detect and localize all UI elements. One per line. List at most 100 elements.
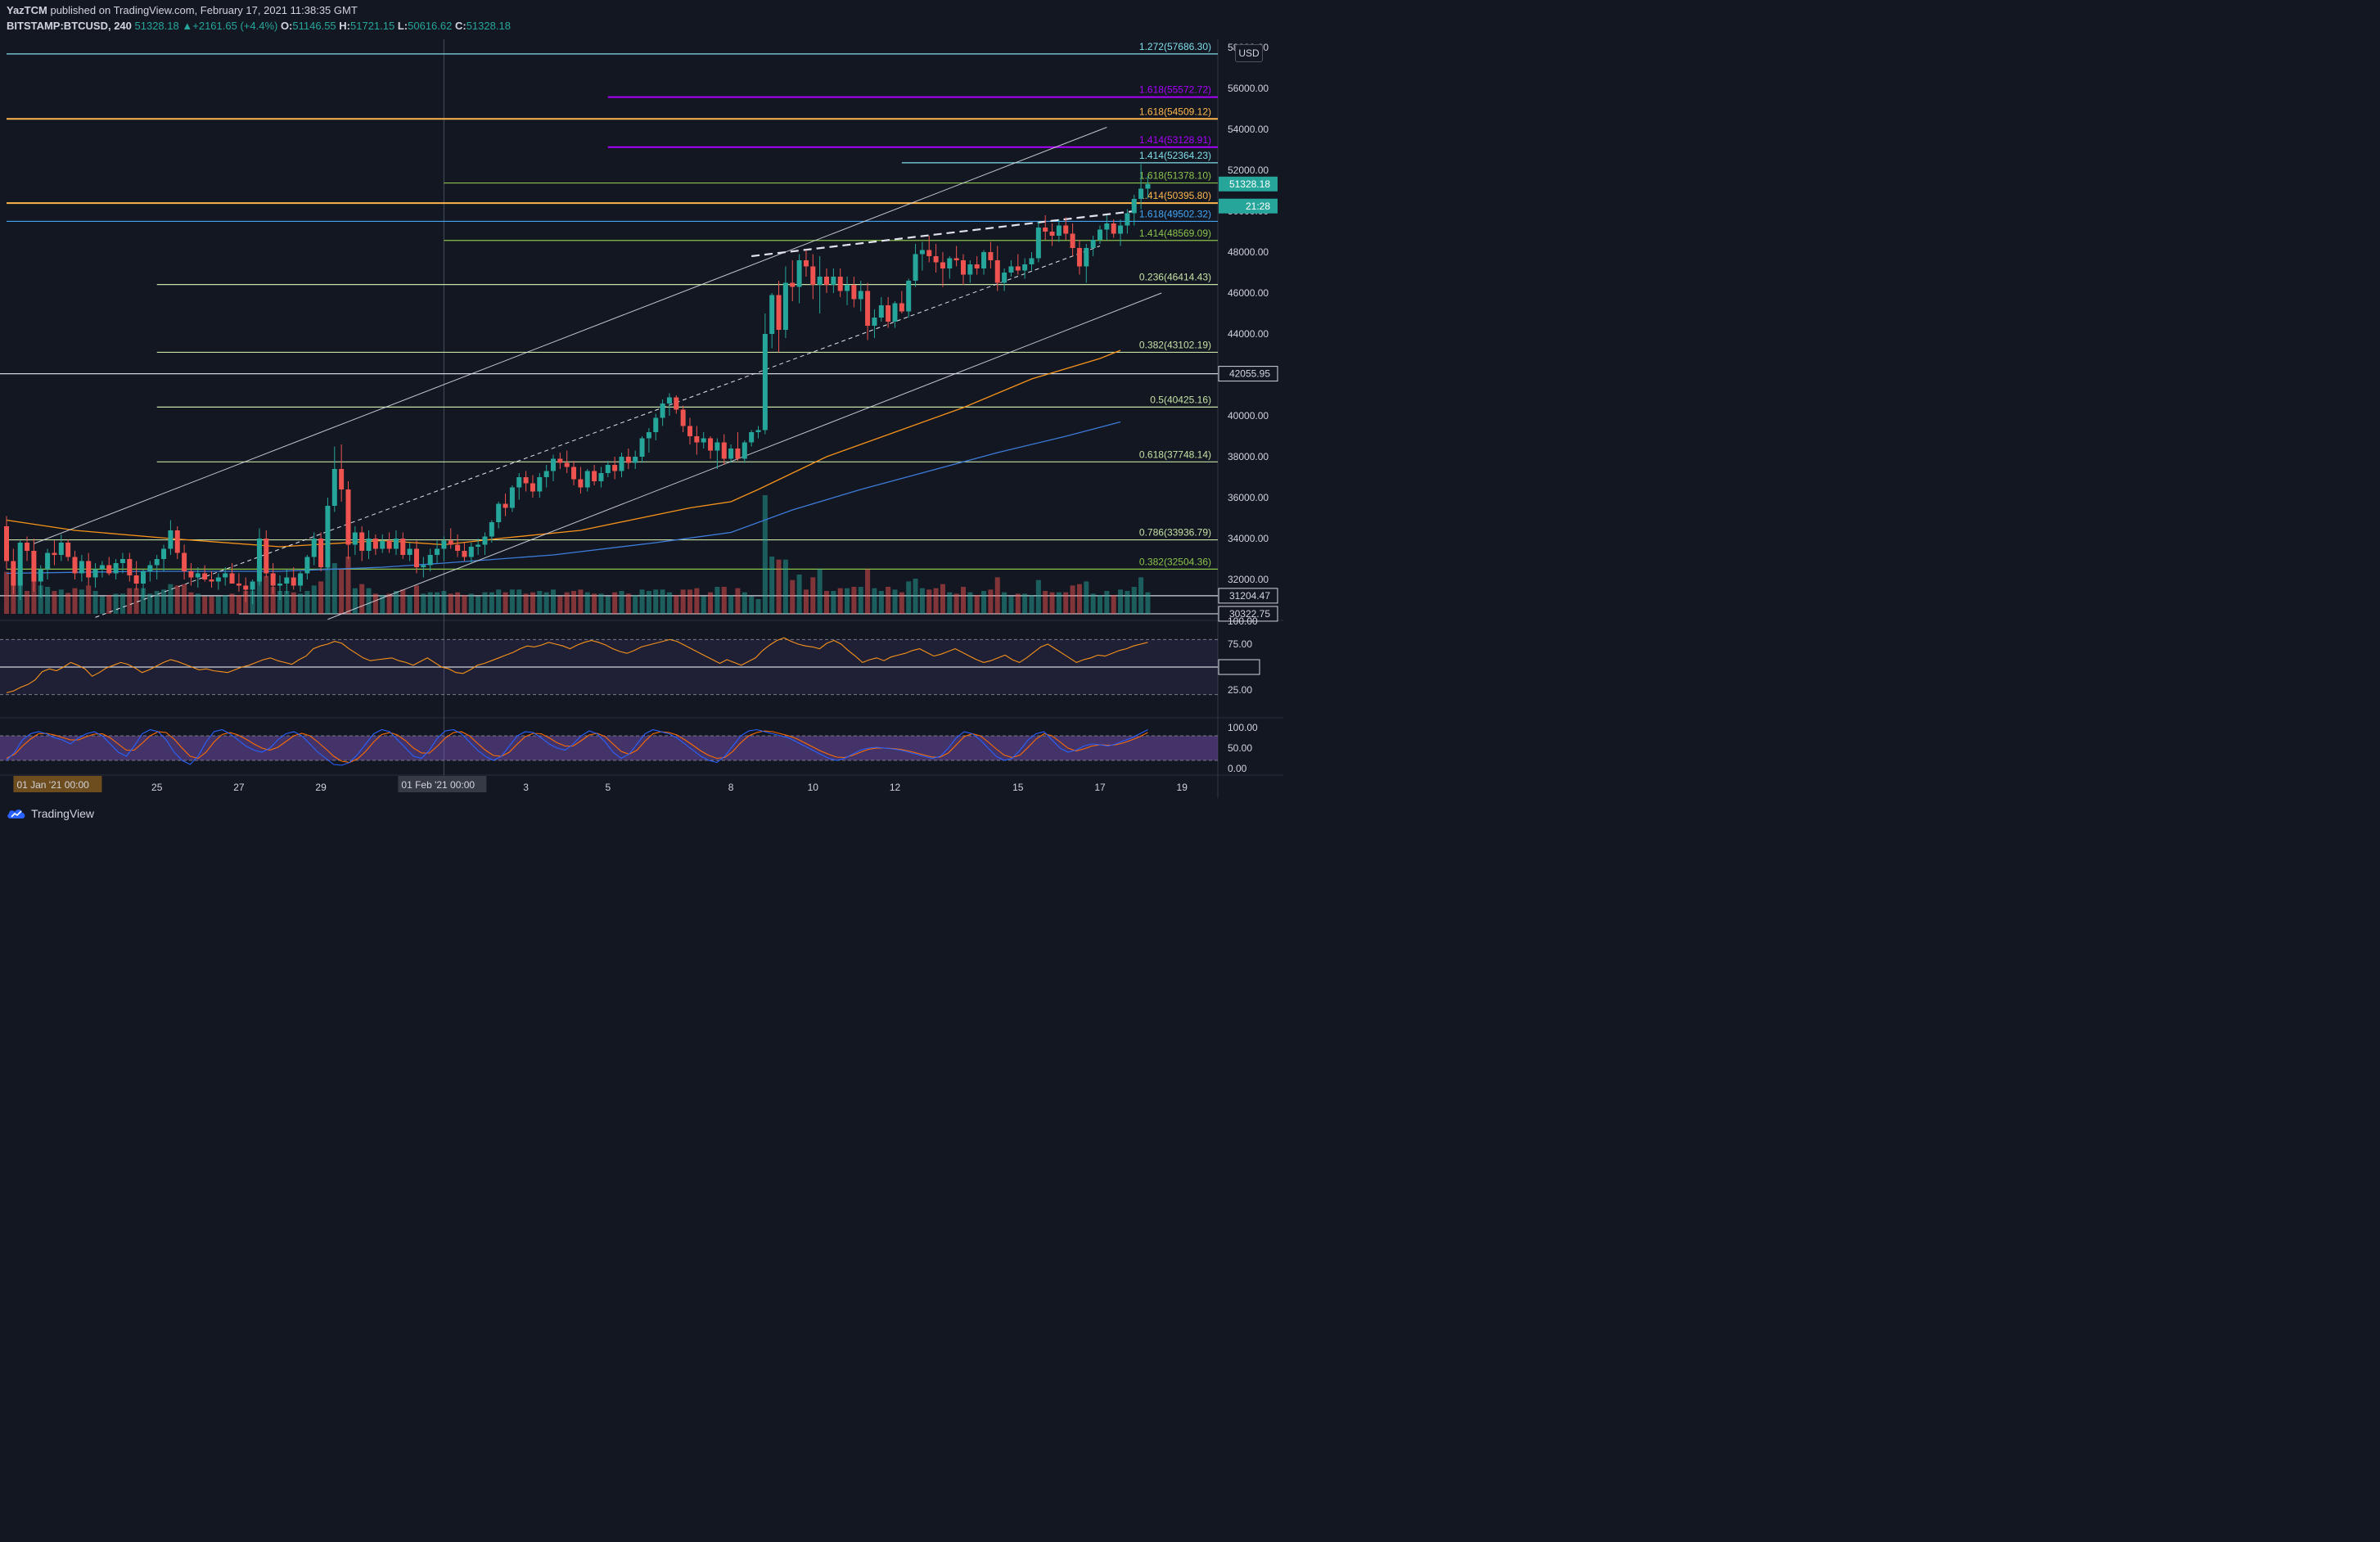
fib-level-label: 0.382(32504.36) [1139,556,1211,567]
volume-bar [462,595,467,614]
candle-body [372,539,378,549]
price-tick-label: 44000.00 [1228,328,1269,340]
candle-body [1063,225,1069,234]
rsi-line [6,637,1148,693]
price-axis: 32000.00 34000.00 36000.00 38000.00 40000.00… [1218,42,1278,622]
candle-body [578,479,584,488]
volume-bar [72,588,78,614]
volume-bar [119,593,125,614]
time-tick-label: 15 [1012,782,1024,793]
volume-bar [790,579,796,614]
price-tag-box [1219,176,1278,192]
stoch-tick-label: 50.00 [1228,742,1252,754]
time-tick-label: 12 [890,782,901,793]
candle-body [660,404,665,418]
candle-body [1084,248,1089,267]
volume-bar [339,569,345,614]
volume-bar [270,587,276,614]
candle-body [886,305,891,322]
candle-body [256,539,262,582]
price-tick-label: 38000.00 [1228,451,1269,462]
candle-body [133,575,139,584]
volume-bar [421,593,426,614]
price-tick-label: 48000.00 [1228,246,1269,258]
candle-body [831,277,836,285]
volume-bar [1111,595,1116,614]
candle-body [940,262,945,268]
volume-bar [674,595,679,614]
volume-bar [11,577,16,614]
moving-averages [6,349,1121,575]
candle-body [749,432,755,443]
candle-body [919,250,925,255]
candle-body [961,260,966,275]
currency-button[interactable]: USD [1235,44,1263,62]
volume-bar [530,592,535,614]
channel-line [95,246,1101,618]
volume-bar [523,593,529,614]
candle-body [366,539,372,551]
candle-body [1138,188,1144,199]
candle-body [38,569,43,582]
time-tick-label: 3 [523,782,529,793]
candle-body [988,252,994,260]
volume-bar [714,587,720,614]
fib-level-label: 1.272(57686.30) [1139,41,1211,52]
candle-body [845,285,850,291]
candle-body [769,295,775,334]
volume-bar [803,589,809,614]
candle-body [858,291,863,300]
volume-bar [325,559,331,614]
candle-body [99,565,105,570]
fib-level-label: 1.618(49502.32) [1139,208,1211,219]
candle-body [666,397,672,404]
candle-body [503,503,508,508]
stoch-tick-label: 0.00 [1228,763,1247,774]
candle-body [119,559,125,563]
time-tick-label: 25 [151,782,163,793]
volume-bar [680,589,686,614]
volume-bar [1118,589,1124,614]
tradingview-logo[interactable]: TradingView [7,807,94,820]
candle-body [1015,266,1021,271]
candle-body [557,458,563,463]
symbol-name[interactable]: BITSTAMP:BTCUSD, 240 [7,20,132,32]
fib-level-label: 1.618(51378.10) [1139,170,1211,182]
publisher-line: YazTCM published on TradingView.com, Feb… [7,4,358,16]
candle-body [755,430,761,432]
candle-body [147,565,153,571]
candle-body [304,557,310,574]
candle-body [899,303,904,312]
candle-body [58,543,64,555]
volume-bar [393,591,399,614]
candle-body [810,266,816,285]
volume-bar [974,595,980,614]
volume-bar [543,592,549,614]
candle-body [1145,183,1151,189]
candle-body [270,573,276,586]
trading-chart[interactable]: 1.272(57686.30) 1.618(55572.72) 1.618(5450… [0,0,1283,832]
candle-body [79,561,84,574]
volume-bar [168,584,174,614]
author-name[interactable]: YazTCM [7,4,47,16]
volume-bar [161,589,167,614]
volume-bar [386,593,392,614]
candle-body [721,442,727,459]
candle-body [161,548,167,559]
volume-bar [113,593,119,614]
price-tick-label: 56000.00 [1228,83,1269,94]
candle-body [127,559,133,575]
volume-bar [45,587,51,614]
candle-body [994,260,1000,283]
fib-level-label: 0.236(46414.43) [1139,272,1211,283]
price-tick-label: 40000.00 [1228,410,1269,422]
candle-body [735,449,741,459]
volume-bar [660,589,665,614]
ema-line [6,349,1121,548]
time-tick-label: 19 [1177,782,1188,793]
volume-bar [489,592,494,614]
candle-body [837,277,843,291]
volume-bar [886,587,891,614]
volume-bar [926,589,932,614]
volume-bar [728,595,734,614]
